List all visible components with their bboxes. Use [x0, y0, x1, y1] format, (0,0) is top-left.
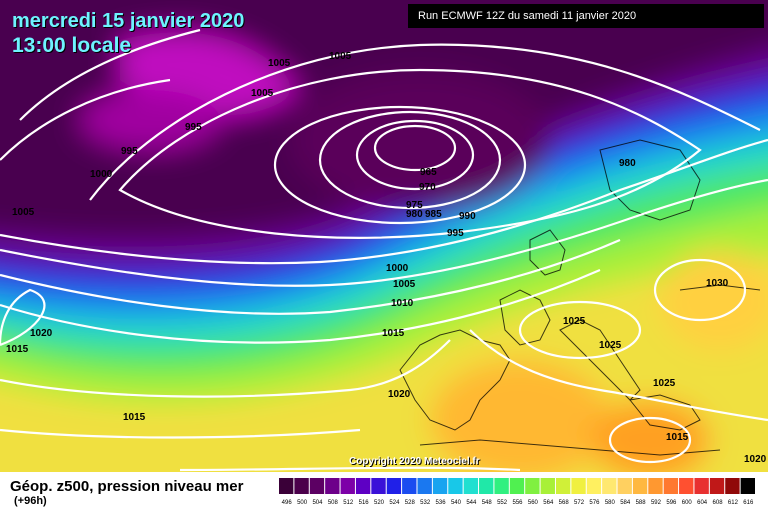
scale-swatch [479, 478, 494, 494]
isobar-label: 1015 [6, 344, 29, 355]
copyright-text: Copyright 2020 Meteociel.fr [349, 456, 480, 467]
scale-label: 544 [466, 500, 477, 506]
scale-swatch [679, 478, 694, 494]
isobar-label: 975 [406, 200, 423, 211]
scale-swatch [371, 478, 386, 494]
legend-title: Géop. z500, pression niveau mer [10, 478, 244, 495]
scale-label: 500 [297, 500, 308, 506]
scale-label: 508 [328, 500, 339, 506]
scale-label: 616 [743, 500, 754, 506]
scale-label: 568 [559, 500, 570, 506]
isobar-label: 980 [406, 209, 423, 220]
isobar-label: 1020 [744, 454, 767, 465]
isobar-label: 1030 [706, 278, 729, 289]
scale-label: 588 [636, 500, 647, 506]
isobar-label: 1025 [653, 378, 676, 389]
scale-swatch [294, 478, 309, 494]
color-scale: 496 500 504 508 512 516 520 524 528 532 536 540 544 5… [279, 478, 755, 506]
scale-swatch [617, 478, 632, 494]
scale-swatch [586, 478, 602, 494]
scale-swatch [340, 478, 355, 494]
scale-label: 564 [543, 500, 554, 506]
isobar-label: 995 [447, 228, 464, 239]
scale-label: 572 [574, 500, 585, 506]
scale-swatch [402, 478, 417, 494]
isobar-label: 965 [420, 167, 437, 178]
scale-swatch [540, 478, 555, 494]
scale-swatch [525, 478, 540, 494]
scale-label: 516 [359, 500, 370, 506]
scale-label: 592 [651, 500, 662, 506]
scale-swatch [571, 478, 586, 494]
isobar-label: 1010 [391, 298, 414, 309]
scale-swatch [602, 478, 617, 494]
scale-swatch [417, 478, 432, 494]
forecast-time: 13:00 locale [12, 34, 132, 57]
scale-swatch [463, 478, 479, 494]
isobar-label: 995 [121, 146, 138, 157]
scale-swatch [309, 478, 325, 494]
scale-label: 540 [451, 500, 462, 506]
scale-swatch [740, 478, 755, 494]
scale-label: 576 [589, 500, 600, 506]
isobar-label: 1015 [123, 412, 146, 423]
isobar-label: 1020 [388, 389, 411, 400]
scale-label: 560 [528, 500, 539, 506]
isobar-label: 1025 [563, 316, 586, 327]
scale-label: 504 [312, 500, 323, 506]
legend-subtitle: (+96h) [14, 495, 47, 507]
scale-swatch [448, 478, 463, 494]
isobar-label: 1020 [30, 328, 53, 339]
scale-swatch [494, 478, 509, 494]
scale-label: 528 [405, 500, 416, 506]
isobar-label: 1005 [251, 88, 274, 99]
isobar-label: 1005 [268, 58, 291, 69]
scale-swatch [355, 478, 371, 494]
scale-label: 600 [682, 500, 693, 506]
isobar-label: 1015 [382, 328, 405, 339]
isobar-label: 985 [425, 209, 442, 220]
isobar-label: 1005 [329, 51, 352, 62]
scale-label: 548 [482, 500, 493, 506]
isobar-label: 995 [185, 122, 202, 133]
scale-label: 496 [282, 500, 293, 506]
forecast-date: mercredi 15 janvier 2020 [12, 10, 245, 32]
scale-label: 580 [605, 500, 616, 506]
scale-swatch [432, 478, 448, 494]
scale-label: 536 [436, 500, 447, 506]
isobar-label: 1000 [386, 263, 409, 274]
scale-label: 552 [497, 500, 508, 506]
scale-swatch [386, 478, 402, 494]
scale-label: 596 [666, 500, 677, 506]
scale-label: 532 [420, 500, 431, 506]
scale-swatch [279, 478, 294, 494]
scale-label: 512 [343, 500, 354, 506]
scale-label: 556 [512, 500, 523, 506]
isobar-label: 1015 [666, 432, 689, 443]
scale-label: 608 [713, 500, 724, 506]
scale-swatch [725, 478, 740, 494]
isobar-label: 1005 [393, 279, 416, 290]
scale-label: 584 [620, 500, 631, 506]
run-info: Run ECMWF 12Z du samedi 11 janvier 2020 [408, 4, 764, 28]
isobar-label: 1025 [599, 340, 622, 351]
scale-swatch [632, 478, 648, 494]
scale-label: 524 [389, 500, 400, 506]
scale-swatch [648, 478, 663, 494]
scale-swatch [663, 478, 679, 494]
isobar-label: 980 [619, 158, 636, 169]
scale-swatch [509, 478, 525, 494]
scale-label: 520 [374, 500, 385, 506]
scale-label: 604 [697, 500, 708, 506]
isobar-label: 1000 [90, 169, 113, 180]
isobar-label: 990 [459, 211, 476, 222]
isobar-label: 970 [419, 182, 436, 193]
scale-swatch [555, 478, 571, 494]
scale-swatch [709, 478, 725, 494]
scale-swatch [694, 478, 709, 494]
isobar-label: 1005 [12, 207, 35, 218]
scale-label: 612 [728, 500, 739, 506]
scale-swatch [325, 478, 340, 494]
